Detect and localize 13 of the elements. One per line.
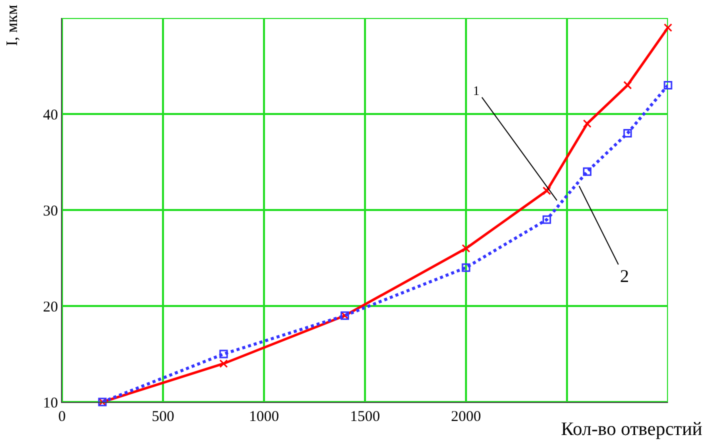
y-tick-label: 40 (43, 107, 58, 124)
y-tick-label: 30 (43, 203, 58, 220)
annotation: 2 (620, 266, 629, 286)
x-tick-label: 500 (152, 409, 174, 425)
y-tick-label: 20 (43, 299, 58, 316)
y-tick-label: 10 (43, 395, 58, 412)
x-tick-label: 2000 (451, 409, 481, 425)
x-axis-title: Кол-во отверстий (561, 419, 702, 440)
annotation: 1 (473, 83, 480, 98)
x-tick-label: 0 (58, 409, 66, 425)
x-tick-label: 1000 (249, 409, 279, 425)
y-axis-title: I, мкм (4, 4, 21, 46)
x-tick-label: 1500 (350, 409, 380, 425)
